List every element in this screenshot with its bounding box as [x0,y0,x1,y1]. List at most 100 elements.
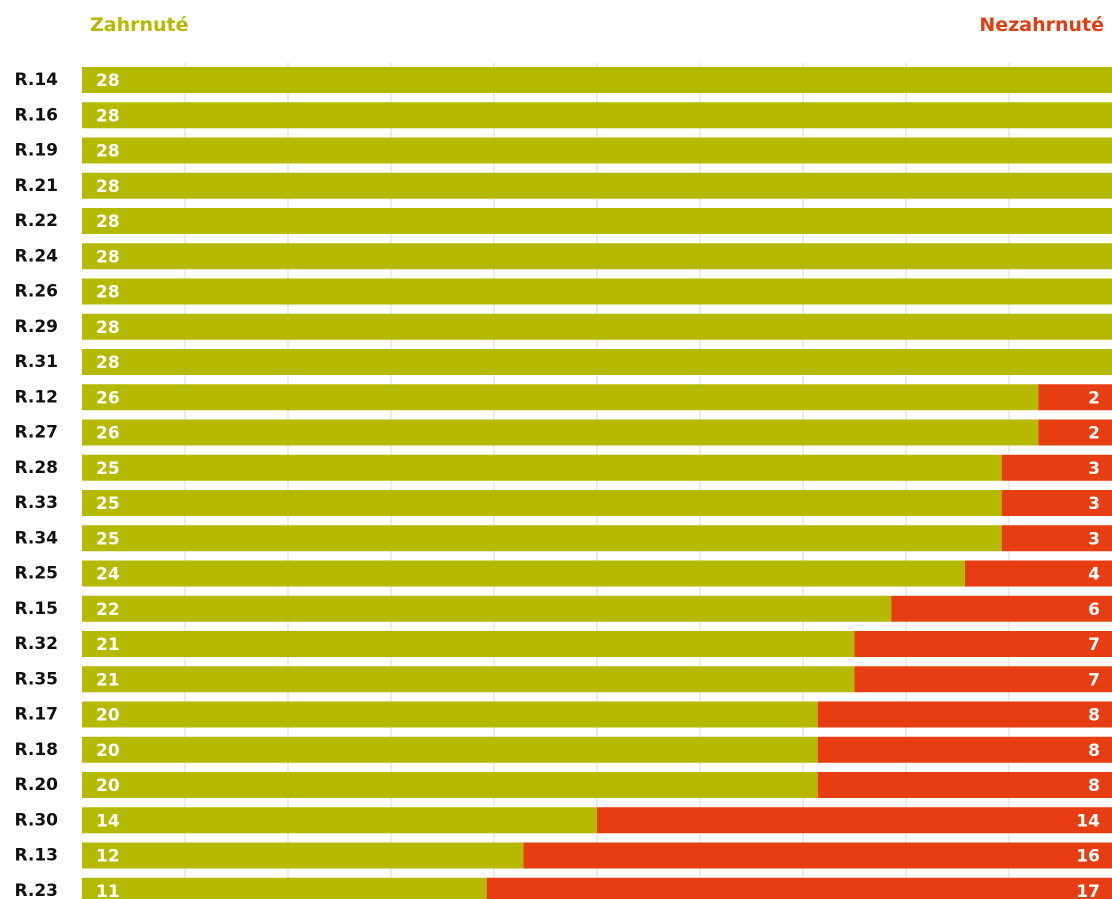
category-label: R.26 [14,282,58,302]
bar-excluded [1038,384,1112,411]
value-label-excluded: 8 [1088,776,1100,796]
bar-included [82,384,1039,411]
bar-included [82,772,818,798]
category-label: R.23 [14,881,58,899]
category-label: R.33 [14,493,58,513]
bar-excluded [1001,454,1112,481]
bar-included [82,525,1002,552]
category-label: R.19 [14,141,58,161]
bar-excluded [1038,419,1112,446]
bar-excluded [964,560,1112,587]
bar-included [82,349,1112,375]
bar-included [82,701,818,728]
value-label-included: 22 [96,600,120,620]
value-label-excluded: 4 [1088,565,1100,585]
value-label-excluded: 3 [1088,494,1100,514]
bar-included [82,877,487,899]
category-label: R.12 [14,387,58,407]
value-label-included: 26 [96,388,120,408]
value-label-included: 12 [96,847,120,867]
value-label-included: 25 [96,529,120,549]
category-label: R.15 [14,599,58,619]
value-label-excluded: 17 [1076,882,1100,899]
value-label-included: 28 [96,247,120,267]
bar-included [82,490,1002,516]
bar-included [82,172,1112,199]
bar-included [82,313,1112,340]
category-label: R.14 [14,70,58,90]
category-label: R.22 [14,211,58,231]
value-label-included: 25 [96,459,120,479]
value-label-included: 25 [96,494,120,514]
bar-excluded [523,842,1112,869]
category-label: R.28 [14,458,58,478]
bar-excluded [817,701,1112,728]
value-label-excluded: 7 [1088,670,1100,690]
bar-included [82,807,597,834]
value-label-included: 26 [96,424,120,444]
category-label: R.30 [14,810,58,830]
category-label: R.25 [14,564,58,584]
value-label-included: 28 [96,283,120,303]
bar-included [82,278,1112,305]
bar-included [82,67,1112,93]
value-label-included: 11 [96,882,120,899]
bar-excluded [1001,525,1112,552]
category-label: R.17 [14,705,58,725]
value-label-excluded: 6 [1088,600,1100,620]
category-label: R.35 [14,669,58,689]
bar-included [82,666,855,693]
value-label-included: 14 [96,811,120,831]
legend-included: Zahrnuté [90,14,189,36]
bar-excluded [1001,490,1112,516]
bar-included [82,208,1112,234]
bar-excluded [891,595,1112,622]
category-label: R.18 [14,740,58,760]
value-label-included: 28 [96,177,120,197]
value-label-excluded: 8 [1088,706,1100,726]
value-label-included: 20 [96,741,120,761]
category-label: R.31 [14,352,58,372]
bar-excluded [817,772,1112,798]
category-label: R.13 [14,846,58,866]
value-label-included: 28 [96,106,120,126]
value-label-excluded: 3 [1088,459,1100,479]
bar-included [82,595,892,622]
bar-excluded [854,631,1112,657]
value-label-excluded: 14 [1076,811,1100,831]
value-label-included: 28 [96,353,120,373]
category-label: R.20 [14,775,58,795]
bar-included [82,419,1039,446]
category-label: R.21 [14,176,58,196]
value-label-included: 21 [96,670,120,690]
value-label-included: 28 [96,142,120,162]
category-label: R.27 [14,423,58,443]
bar-included [82,736,818,763]
bar-included [82,137,1112,164]
category-label: R.34 [14,528,58,548]
category-label: R.32 [14,634,58,654]
bar-included [82,102,1112,129]
bar-excluded [486,877,1112,899]
bar-excluded [817,736,1112,763]
value-label-excluded: 8 [1088,741,1100,761]
value-label-excluded: 2 [1088,424,1100,444]
value-label-included: 28 [96,71,120,91]
category-label: R.29 [14,317,58,337]
value-label-included: 20 [96,706,120,726]
bar-excluded [597,807,1112,834]
bar-included [82,243,1112,270]
bar-included [82,842,524,869]
value-label-included: 28 [96,212,120,232]
bar-excluded [854,666,1112,693]
legend-excluded: Nezahrnuté [979,14,1104,36]
value-label-excluded: 3 [1088,529,1100,549]
value-label-excluded: 7 [1088,635,1100,655]
value-label-included: 28 [96,318,120,338]
value-label-excluded: 2 [1088,388,1100,408]
bar-included [82,454,1002,481]
category-label: R.16 [14,105,58,125]
category-label: R.24 [14,246,58,266]
bar-included [82,631,855,657]
